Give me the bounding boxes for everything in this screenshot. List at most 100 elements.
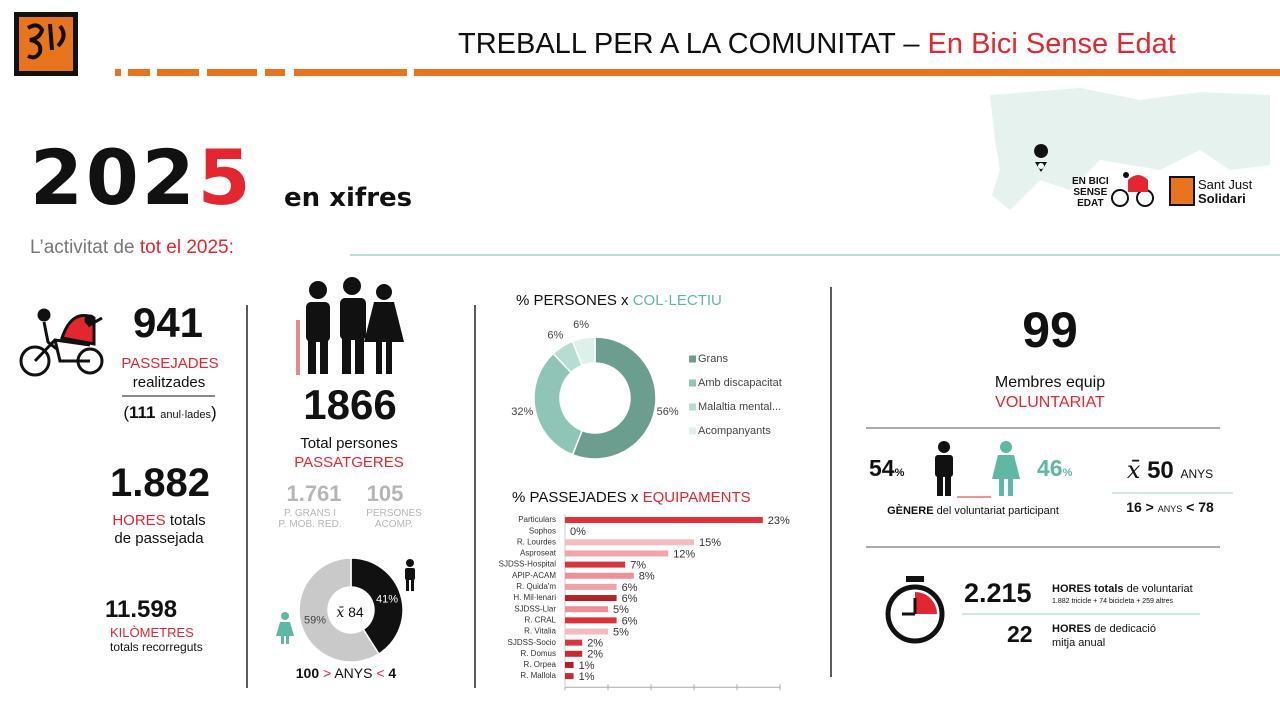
label-accent: HORES totals: [1052, 583, 1124, 595]
age-min: 16: [1126, 499, 1142, 515]
legend-swatch: [689, 403, 696, 411]
sjs-line: Solidari: [1198, 191, 1246, 206]
rides-sub: realitzades: [132, 374, 206, 391]
category-label: APIP-ACAM: [512, 571, 556, 580]
category-label: R. Quida'm: [516, 582, 556, 591]
label-rest: de voluntariat: [1126, 583, 1193, 595]
map-pin-dot: [1038, 163, 1044, 169]
bar: [565, 606, 608, 613]
dedication-label: HORES de dedicació: [1052, 624, 1156, 635]
stopwatch-icon: [885, 576, 945, 644]
share-value: 46: [1037, 455, 1063, 481]
ebse-name: EN BICI SENSE EDAT: [1072, 176, 1109, 209]
chart-title-accent: EQUIPAMENTS: [642, 489, 751, 506]
group-label-line: ACOMP.: [374, 519, 414, 530]
sjs-line: Sant Just: [1198, 177, 1253, 192]
share-value: 54: [869, 455, 895, 481]
mean-symbol: x̄: [336, 605, 345, 621]
age-max: 100: [295, 665, 320, 681]
hours-sub: de passejada: [114, 530, 204, 547]
mean-unit: ANYS: [1180, 467, 1214, 481]
caption-accent: GÈNERE: [887, 505, 934, 517]
legend-swatch: [689, 355, 696, 363]
label-accent: HORES: [1052, 623, 1092, 635]
intro-highlight: tot el 2025:: [139, 237, 234, 258]
label-rest: de dedicació: [1094, 623, 1156, 635]
value-label: 6%: [622, 593, 638, 605]
value-label: 1%: [579, 671, 595, 683]
passengers-total: 1866: [303, 381, 397, 428]
age-max: 78: [1198, 499, 1214, 515]
age-op: <: [1186, 499, 1195, 515]
year-main: 202: [30, 133, 198, 222]
mean-value: 84: [348, 604, 364, 620]
logo-inner: [19, 17, 73, 71]
value-label: 6%: [622, 582, 638, 594]
category-label: R. Vitalia: [524, 627, 556, 636]
volunteer-hours-breakdown: 1.882 tricicle + 74 bicicleta + 259 altr…: [1052, 598, 1174, 605]
volunteers-total: 99: [1022, 302, 1078, 358]
distance-label: KILÒMETRES: [110, 625, 194, 640]
intro: L’activitat de tot el 2025:: [30, 238, 234, 257]
group-label-line: PERSONES: [366, 508, 422, 519]
chart-title-accent: COL·LECTIU: [632, 292, 722, 309]
donut-slice: [298, 557, 380, 663]
logo-mark: [26, 23, 66, 60]
legend-swatch: [689, 427, 696, 435]
tagline: en xifres: [284, 183, 413, 213]
group-value: 105: [366, 481, 404, 506]
volunteers-label-accent: VOLUNTARIAT: [995, 394, 1105, 411]
legend-swatch: [689, 379, 696, 387]
bar: [565, 673, 574, 680]
bar: [565, 639, 583, 646]
age-unit: ANYS: [334, 665, 373, 681]
age-op: >: [1145, 499, 1154, 515]
mean-value: 50: [1147, 457, 1174, 484]
value-label: 5%: [613, 626, 629, 638]
donut-slice: [571, 336, 596, 367]
category-label: H. Mil·lenari: [513, 593, 556, 602]
value-label: 23%: [768, 515, 790, 527]
value-label: 0%: [570, 526, 586, 538]
male-share: 54%: [869, 457, 904, 480]
bar: [565, 572, 634, 579]
bar: [565, 595, 617, 602]
dedication: 22: [1007, 621, 1033, 647]
share-unit: %: [1062, 467, 1073, 479]
group-label: PERSONES ACOMP.: [366, 508, 422, 530]
category-label: R. Lourdes: [517, 537, 556, 546]
bar: [565, 561, 626, 568]
hours-label-rest: totals: [169, 512, 206, 529]
rides-total: 941: [132, 299, 204, 346]
bar: [565, 650, 583, 657]
header-stripe: [115, 69, 1280, 76]
hours-label: HORES totals: [112, 513, 205, 528]
value-label: 6%: [622, 615, 638, 627]
passengers-mean: x̄ 84: [334, 603, 366, 622]
bar: [565, 628, 608, 635]
ebse-logo: [1111, 172, 1154, 207]
rides-label: PASSEJADES: [121, 355, 219, 372]
bar: [565, 661, 574, 668]
value-label: 2%: [587, 649, 603, 661]
chart-title: % PASSEJADES x EQUIPAMENTS: [512, 490, 751, 505]
value-label: 1%: [579, 660, 595, 672]
category-label: Sophos: [529, 526, 556, 535]
rides-cancelled: (111 anul·lades): [123, 404, 216, 421]
category-label: R. Orpea: [524, 660, 557, 669]
paren: (: [123, 403, 129, 422]
intro-text: L’activitat de: [30, 237, 135, 258]
category-label: Asproseat: [520, 549, 557, 558]
title-text: TREBALL PER A LA COMUNITAT: [458, 28, 896, 60]
bike-icon: [19, 308, 104, 377]
category-label: Particulars: [518, 515, 556, 524]
ebse-line: EN BICI: [1072, 176, 1109, 187]
hours-total: 1.882: [109, 461, 211, 505]
group-label-line: P. GRANS I: [283, 508, 337, 519]
value-label: 2%: [587, 638, 603, 650]
distance-sub: totals recorreguts: [110, 640, 203, 654]
passengers-label: Total persones: [300, 435, 398, 452]
